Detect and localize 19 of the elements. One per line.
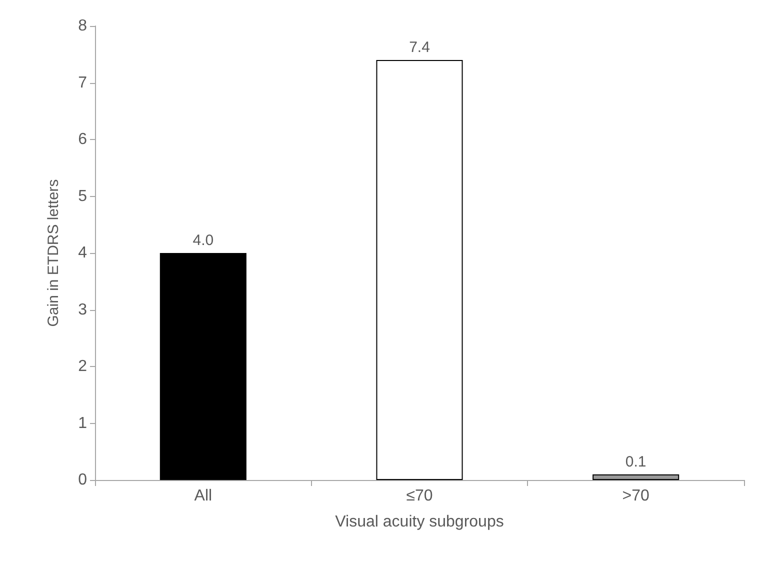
y-tick-label: 2	[78, 358, 88, 375]
x-axis-title: Visual acuity subgroups	[335, 514, 504, 530]
y-tick-label: 7	[78, 74, 88, 92]
y-tick-label: 1	[78, 414, 88, 432]
y-tick-label: 5	[78, 188, 88, 205]
y-tick-label: 6	[78, 131, 88, 148]
data-label: 4.0	[192, 232, 214, 249]
y-tick-label: 8	[78, 18, 88, 34]
data-label: 0.1	[625, 453, 646, 470]
x-tick-label: All	[194, 488, 212, 504]
y-tick-label: 4	[78, 244, 88, 262]
y-tick-label: 0	[78, 472, 88, 488]
y-axis-title: Gain in ETDRS letters	[45, 179, 62, 327]
x-tick-label: >70	[622, 488, 650, 504]
bar	[160, 253, 246, 480]
bar	[376, 60, 463, 480]
data-label: 7.4	[409, 39, 430, 56]
y-tick-label: 3	[78, 301, 88, 318]
x-tick-label: ≤70	[406, 488, 433, 504]
